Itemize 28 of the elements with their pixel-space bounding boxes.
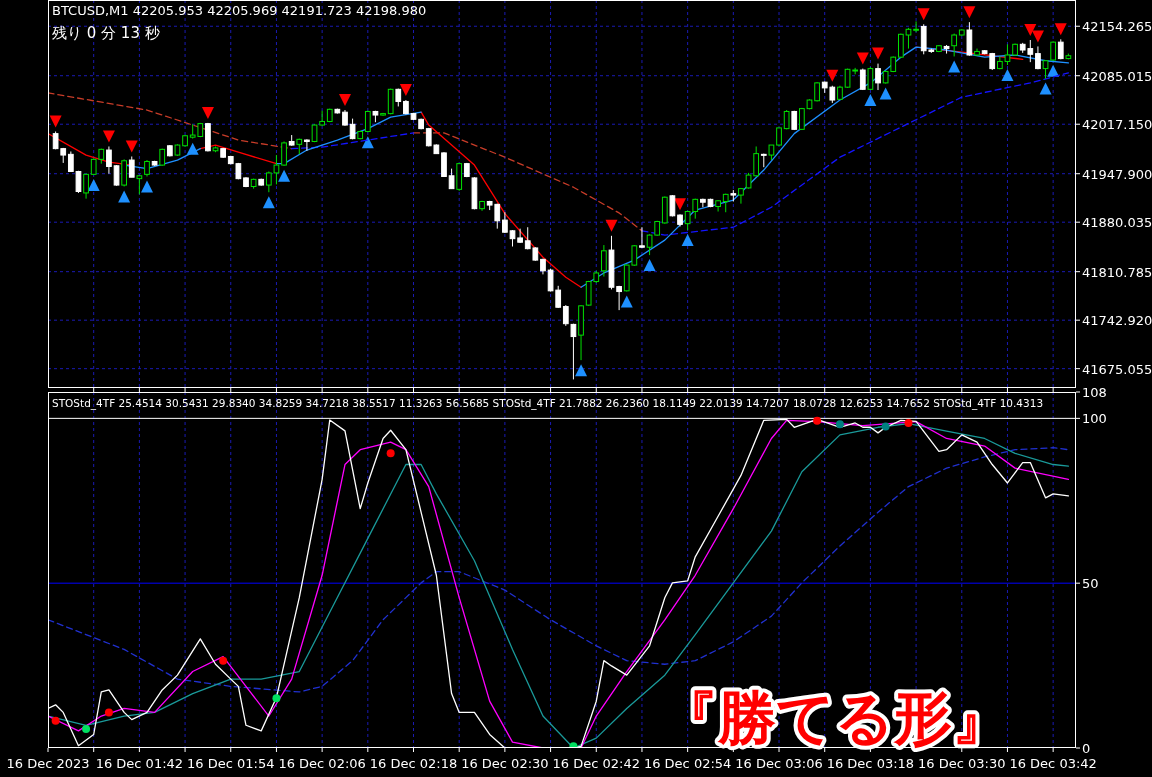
x-tick-label: 16 Dec 03:06 — [735, 756, 823, 771]
x-tick-label: 16 Dec 02:06 — [278, 756, 366, 771]
y-tick-label: 41947.900 — [1082, 166, 1152, 182]
x-tick-label: 16 Dec 02:42 — [552, 756, 640, 771]
y-tick-label: 50 — [1082, 576, 1099, 592]
x-tick-label: 16 Dec 03:42 — [1009, 756, 1097, 771]
x-tick-label: 16 Dec 2023 — [6, 756, 90, 771]
x-tick-label: 16 Dec 01:42 — [95, 756, 184, 771]
y-tick-label: 0 — [1082, 741, 1091, 756]
y-tick-label: 41810.785 — [1082, 264, 1152, 280]
x-tick-label: 16 Dec 02:30 — [461, 756, 549, 771]
x-tick-label: 16 Dec 01:54 — [187, 756, 275, 771]
x-tick-label: 16 Dec 03:18 — [826, 756, 915, 771]
y-tick-label: 41742.920 — [1082, 313, 1152, 329]
x-tick-label: 16 Dec 02:54 — [643, 756, 732, 771]
y-tick-label: 100 — [1082, 411, 1107, 427]
annotation: 残り 0 分 13 秒 — [52, 24, 160, 42]
text: STOStd_4TF 25.4514 30.5431 29.8340 34.8259 34.7218 38.5517 11.3263 56.5685 STOStd_4TF 21.7882 26.2360 18.1149 22.0139 14.7207 18.0728 12.6253 14.7652 STOStd_4TF 10.4313 — [52, 397, 1044, 410]
chart-title: BTCUSD,M1 42205.953 42205.969 42191.723 42198.980 — [52, 3, 427, 18]
x-tick-label: 16 Dec 02:18 — [369, 756, 458, 771]
y-tick-label: 42017.150 — [1082, 117, 1152, 133]
y-tick-label: 41675.055 — [1082, 361, 1152, 377]
annotation: 『勝てる形』 — [660, 684, 1010, 752]
y-tick-label: 42085.015 — [1082, 68, 1152, 84]
y-tick-label: 42154.265 — [1082, 19, 1152, 35]
y-tick-label: 41880.035 — [1082, 215, 1152, 231]
x-tick-label: 16 Dec 03:30 — [918, 756, 1006, 771]
y-tick-label: 108 — [1082, 385, 1107, 400]
